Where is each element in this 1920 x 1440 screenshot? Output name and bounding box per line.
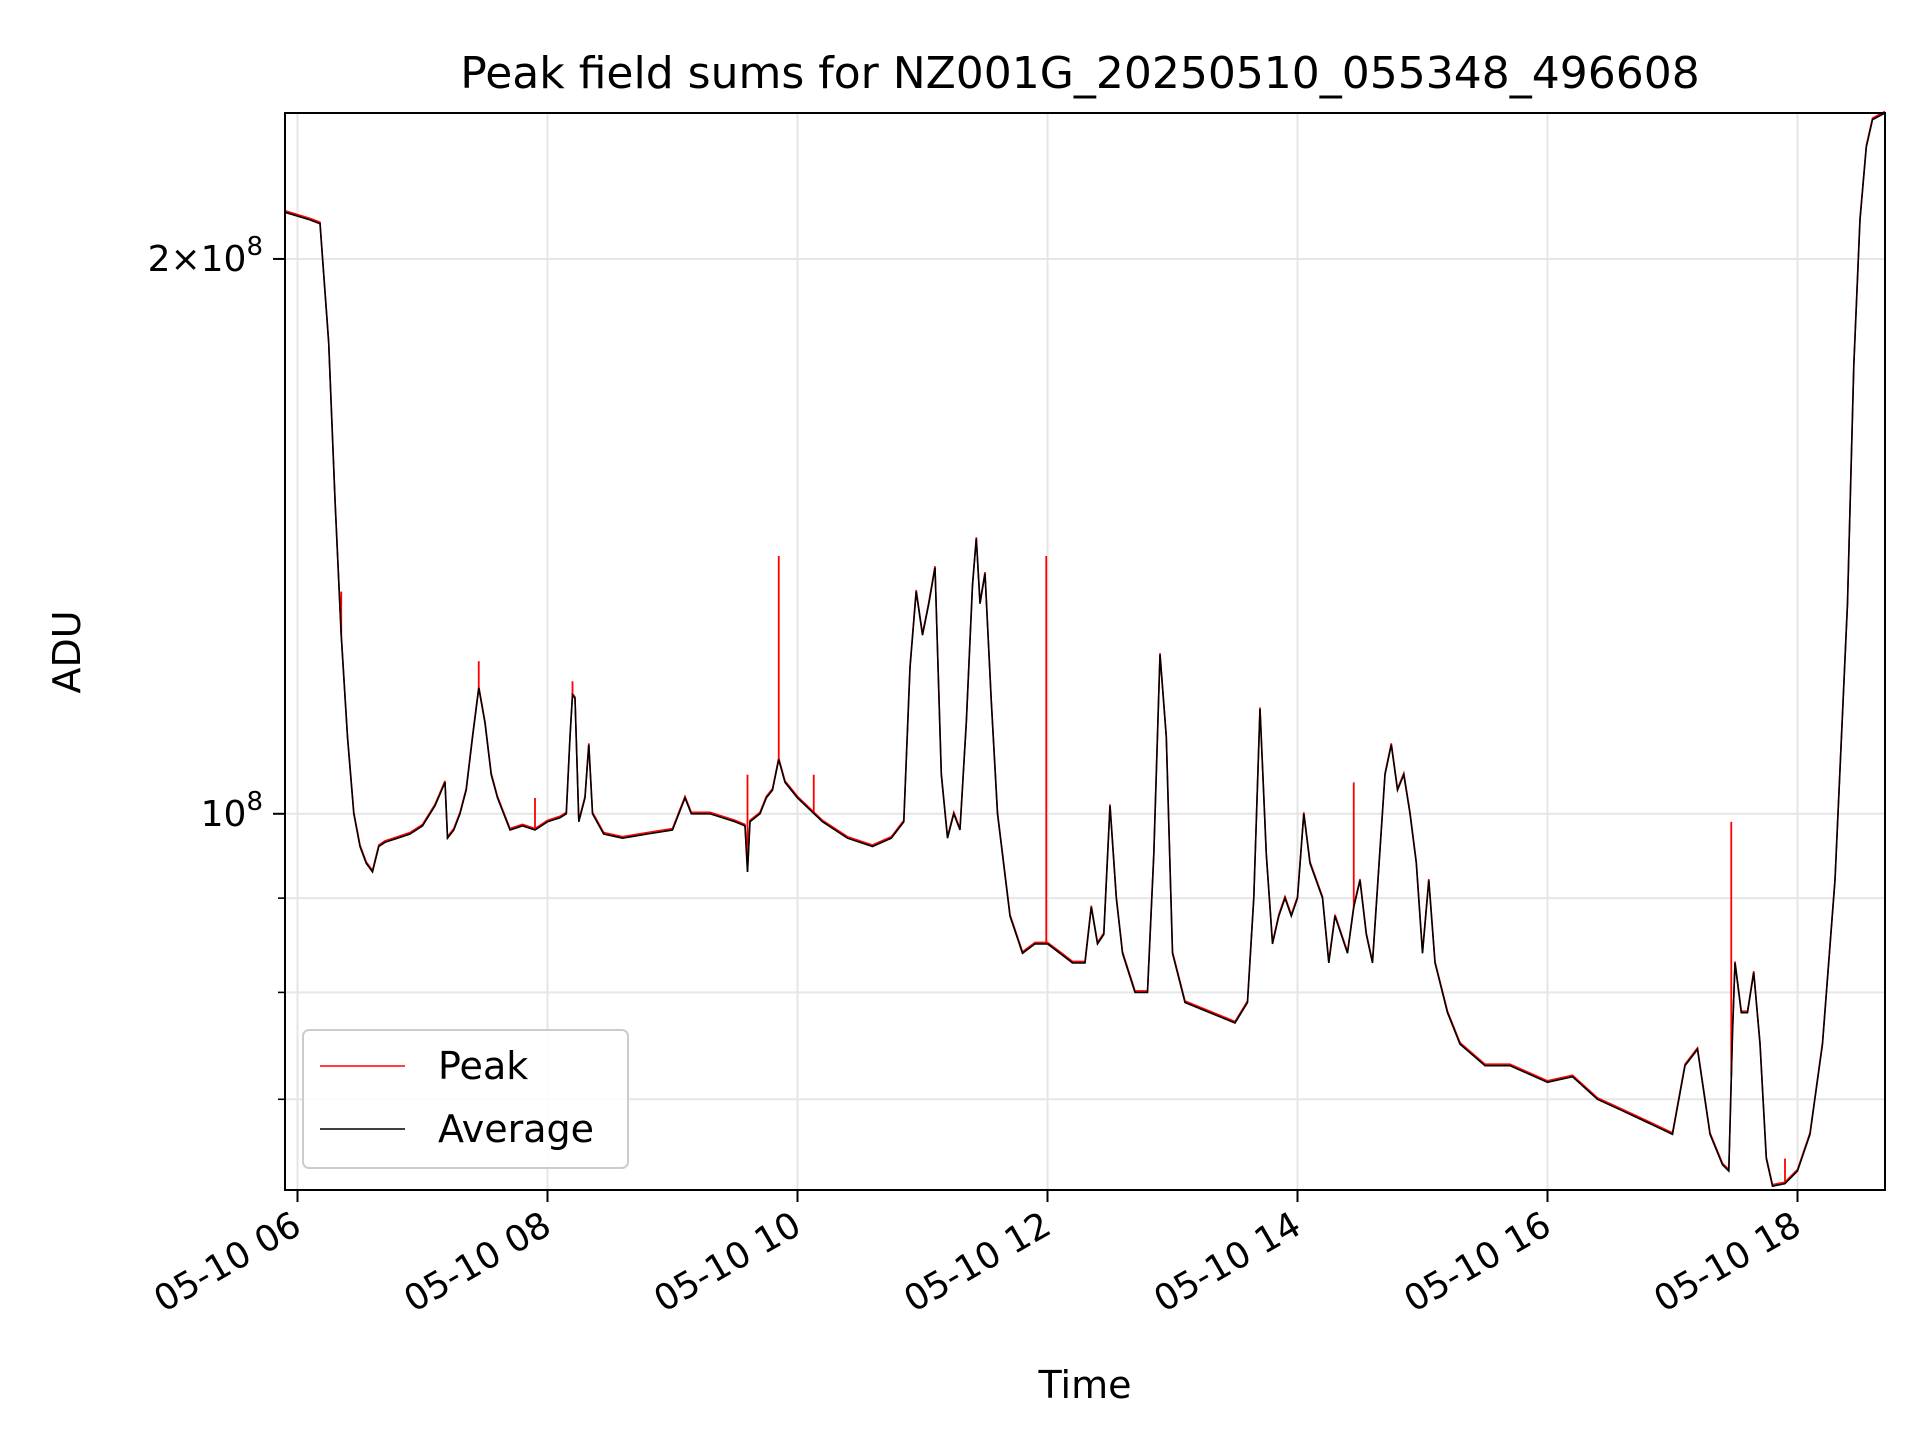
- y-tick-label: 108: [201, 787, 263, 835]
- legend: Peak Average: [302, 1029, 629, 1169]
- y-axis-label: ADU: [45, 610, 89, 693]
- legend-label-peak: Peak: [438, 1044, 528, 1088]
- x-tick-label: 05-10 08: [397, 1204, 558, 1320]
- x-tick-label: 05-10 18: [1647, 1204, 1808, 1320]
- x-tick-label: 05-10 16: [1397, 1204, 1558, 1320]
- series-layer: [284, 110, 1886, 1188]
- x-axis: 05-10 06 05-10 08 05-10 10 05-10 12 05-10 14…: [147, 1190, 1808, 1321]
- legend-label-average: Average: [438, 1107, 594, 1151]
- x-tick-label: 05-10 12: [897, 1204, 1058, 1320]
- x-tick-label: 05-10 14: [1147, 1204, 1308, 1320]
- legend-box: [302, 1029, 629, 1169]
- grid: [285, 113, 1885, 1190]
- series-line-peak: [284, 110, 1886, 1186]
- series-line-average: [284, 112, 1886, 1188]
- plot-frame: [284, 112, 1886, 1191]
- x-axis-label: Time: [1038, 1363, 1132, 1407]
- y-axis: 108 2×108: [148, 232, 285, 1101]
- y-tick-label: 2×108: [148, 232, 263, 280]
- x-tick-label: 05-10 10: [647, 1204, 808, 1320]
- chart-title: Peak field sums for NZ001G_20250510_0553…: [460, 48, 1699, 99]
- x-tick-label: 05-10 06: [147, 1204, 308, 1320]
